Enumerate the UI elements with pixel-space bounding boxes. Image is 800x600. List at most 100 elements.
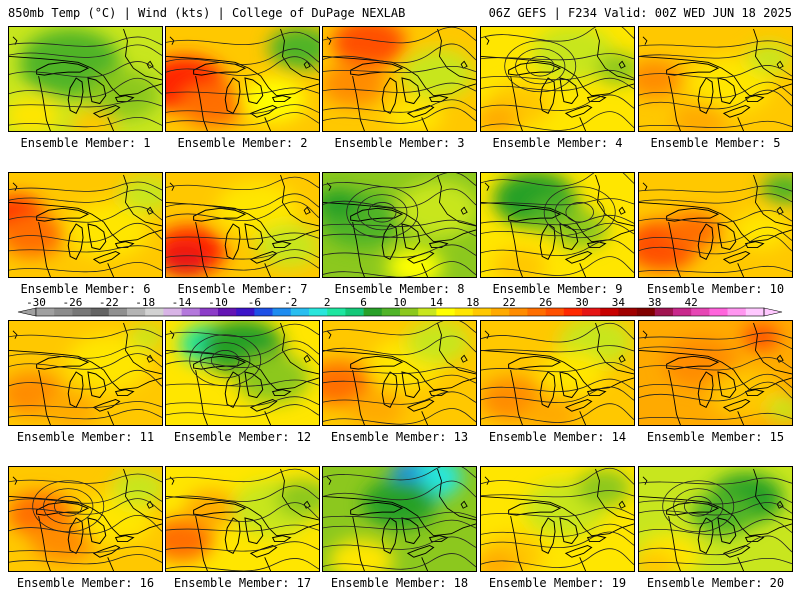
height-contour [9, 345, 162, 359]
lake-outline [244, 517, 264, 545]
height-contour [166, 404, 319, 418]
temperature-region [67, 334, 150, 391]
temperature-region [540, 351, 605, 395]
lake-outline [114, 535, 135, 543]
colorbar-tick-label: 30 [575, 298, 588, 309]
height-contour [323, 227, 476, 238]
boundary-line [437, 322, 476, 375]
lake-outline [564, 398, 593, 412]
closed-contour [32, 480, 105, 533]
height-contour [166, 468, 319, 483]
height-contour [166, 502, 319, 522]
member-label: Ensemble Member: 6 [20, 282, 151, 296]
boundary-line [169, 330, 175, 339]
height-contour [639, 81, 792, 99]
closed-contour [54, 496, 83, 517]
colorbar-swatch [745, 308, 765, 316]
boundary-line [352, 369, 365, 425]
lake-outline [586, 389, 607, 397]
height-contour [9, 328, 162, 339]
temperature-region [128, 324, 162, 350]
colorbar-swatch [545, 308, 565, 316]
temperature-region [216, 181, 300, 238]
run-valid-time: 06Z GEFS | F234 Valid: 00Z WED JUN 18 20… [488, 6, 792, 20]
boundary-line [326, 476, 332, 485]
member-map [322, 26, 477, 132]
member-map [322, 466, 477, 572]
colorbar-swatch [381, 308, 401, 316]
lake-outline [564, 544, 593, 558]
colorbar-tick-label: 26 [539, 298, 552, 309]
boundary-line [437, 468, 476, 521]
height-contour [323, 82, 476, 93]
boundary-line [668, 369, 681, 425]
boundary-line [421, 263, 429, 277]
member-map [480, 26, 635, 132]
colorbar-swatch [636, 308, 656, 316]
lake-outline [564, 104, 593, 118]
height-contour [481, 111, 634, 131]
height-contour [639, 210, 792, 224]
lake-outline [697, 77, 714, 114]
colorbar-tick-label: -26 [62, 298, 82, 309]
boundary-line [107, 557, 115, 571]
boundary-line [12, 182, 18, 191]
boundary-line [195, 515, 208, 571]
boundary-line [484, 330, 490, 339]
lake-outline [249, 104, 278, 118]
height-contour [481, 173, 634, 187]
temperature-region [240, 77, 306, 122]
height-contour [166, 348, 319, 368]
height-contour [166, 249, 319, 260]
height-contour [481, 69, 634, 81]
temperature-region [575, 469, 631, 507]
boundary-line [460, 206, 468, 215]
height-contour [639, 502, 792, 516]
height-contour [639, 381, 792, 402]
lake-outline [539, 371, 556, 408]
height-contour [9, 181, 162, 192]
member-map [165, 466, 320, 572]
lake-outline [350, 207, 404, 222]
height-contour [639, 120, 792, 128]
lake-outline [36, 355, 90, 370]
boundary-line [9, 349, 162, 391]
height-contour [639, 557, 792, 565]
member-label: Ensemble Member: 15 [646, 430, 785, 444]
colorbar-swatch [327, 308, 346, 316]
boundary-line [169, 182, 175, 191]
boundary-line [323, 55, 476, 97]
boundary-line [595, 28, 634, 81]
lake-outline [508, 61, 562, 76]
lake-outline [666, 207, 720, 222]
height-contour [323, 467, 476, 481]
temperature-region [184, 489, 240, 528]
height-contour [166, 176, 319, 190]
boundary-line [642, 182, 648, 191]
closed-contour [662, 480, 735, 533]
lake-outline [717, 223, 737, 251]
lake-outline [744, 95, 765, 103]
height-contour [166, 87, 319, 95]
height-contour [9, 515, 162, 535]
height-contour [639, 494, 792, 505]
boundary-line [579, 411, 587, 425]
lake-outline [350, 501, 404, 516]
boundary-line [352, 515, 365, 571]
colorbar-tick-label: 2 [324, 298, 331, 309]
boundary-line [107, 263, 115, 277]
temperature-region [236, 353, 310, 404]
lake-outline [271, 389, 292, 397]
temperature-region [87, 69, 161, 120]
lake-outline [539, 517, 556, 554]
boundary-line [737, 411, 745, 425]
lake-outline [401, 371, 421, 399]
boundary-line [595, 468, 634, 521]
height-contour [481, 94, 634, 111]
height-contour [323, 519, 476, 530]
member-map [638, 26, 793, 132]
boundary-line [753, 28, 792, 81]
height-contour [323, 188, 476, 209]
boundary-line [460, 354, 468, 363]
height-contour [639, 193, 792, 204]
